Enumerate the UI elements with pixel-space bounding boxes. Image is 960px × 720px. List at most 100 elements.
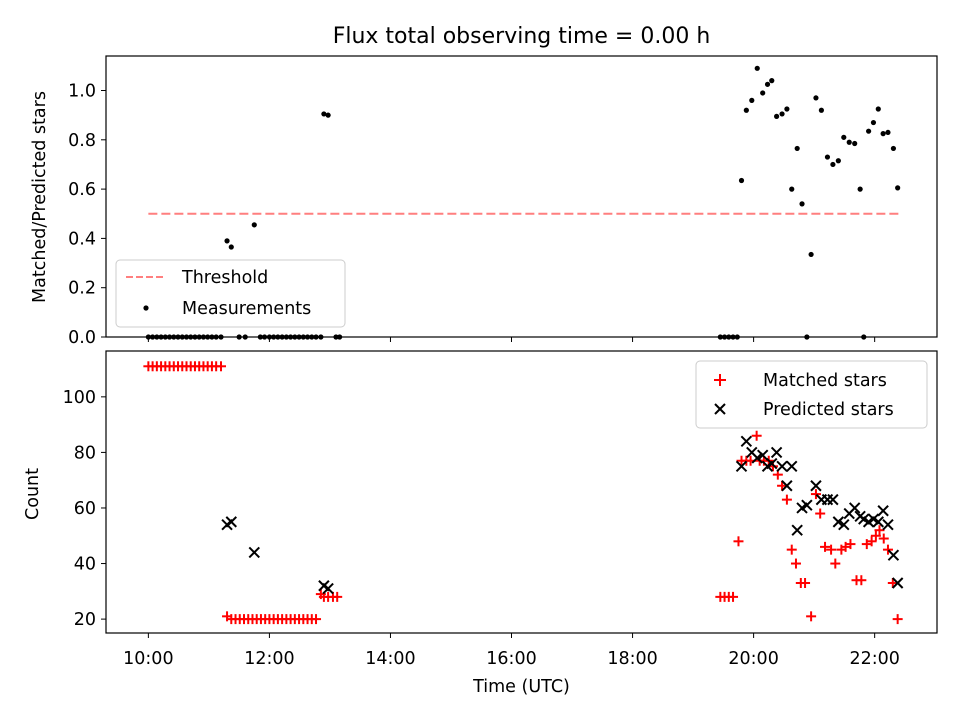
top-y-tick-label: 1.0 xyxy=(68,82,96,102)
measurement-point xyxy=(738,177,745,184)
measurement-point xyxy=(760,90,766,96)
bottom-legend-box xyxy=(695,360,928,429)
matched-point xyxy=(728,591,739,602)
predicted-point xyxy=(887,549,900,561)
measurement-point xyxy=(866,128,872,134)
measurement-point xyxy=(325,112,331,118)
matched-point xyxy=(820,541,831,552)
matched-point xyxy=(815,508,826,519)
matched-point xyxy=(806,611,817,622)
bottom-y-tick-label: 40 xyxy=(74,555,96,575)
predicted-point xyxy=(225,516,237,528)
bottom-plot-frame xyxy=(105,350,938,634)
matched-point xyxy=(882,544,893,555)
predicted-point xyxy=(848,502,861,514)
legend-matched-swatch xyxy=(714,374,726,386)
x-tick-label: 20:00 xyxy=(728,649,778,669)
predicted-point xyxy=(882,518,894,531)
predicted-point xyxy=(838,518,850,531)
x-tick-label: 12:00 xyxy=(244,649,294,669)
top-y-axis-label: Matched/Predicted stars xyxy=(30,91,50,303)
measurement-point xyxy=(885,129,891,136)
measurement-point xyxy=(852,140,858,147)
predicted-point xyxy=(751,452,763,464)
measurement-point xyxy=(784,106,790,112)
measurement-point xyxy=(764,81,771,87)
measurement-point xyxy=(818,107,824,113)
matched-point xyxy=(733,536,744,547)
matched-point xyxy=(856,575,867,586)
predicted-point xyxy=(756,449,769,461)
predicted-point xyxy=(781,480,793,492)
measurement-point xyxy=(857,186,863,192)
top-y-tick-label: 0.0 xyxy=(68,328,96,348)
measurement-point xyxy=(789,186,795,192)
bottom-plot-area xyxy=(143,361,904,625)
measurement-point xyxy=(794,145,800,152)
measurement-point xyxy=(890,145,897,152)
predicted-point xyxy=(810,480,822,492)
legend-measurements-label: Measurements xyxy=(182,299,311,319)
measurement-point xyxy=(743,107,749,113)
top-y-tick-label: 0.8 xyxy=(68,131,96,151)
predicted-point xyxy=(891,577,904,589)
predicted-point xyxy=(322,582,334,595)
predicted-point xyxy=(766,457,778,470)
measurement-point xyxy=(779,111,785,117)
top-y-tick-label: 0.4 xyxy=(68,229,96,249)
matched-point xyxy=(874,525,885,536)
matched-point xyxy=(878,533,889,544)
matched-point xyxy=(786,544,797,555)
measurement-point xyxy=(224,238,230,244)
predicted-point xyxy=(791,524,803,536)
matched-point xyxy=(892,614,903,625)
predicted-point xyxy=(770,446,783,459)
x-tick-label: 14:00 xyxy=(365,649,415,669)
matched-point xyxy=(790,558,801,569)
predicted-point xyxy=(735,460,748,473)
matched-point xyxy=(332,591,343,602)
legend-matched-label: Matched stars xyxy=(763,371,887,391)
matched-point xyxy=(830,558,841,569)
matched-point xyxy=(781,494,792,505)
bottom-y-tick-label: 60 xyxy=(74,499,96,519)
measurement-point xyxy=(835,158,841,164)
measurement-point xyxy=(824,154,831,160)
legend-threshold-label: Threshold xyxy=(181,268,268,288)
measurement-point xyxy=(769,78,775,84)
measurement-point xyxy=(321,111,327,117)
measurement-point xyxy=(799,201,805,207)
matched-point xyxy=(751,430,762,441)
measurement-point xyxy=(749,97,755,103)
matched-point xyxy=(777,480,788,491)
measurement-point xyxy=(228,244,234,250)
legend-predicted-swatch xyxy=(714,403,726,415)
measurement-point xyxy=(813,95,819,101)
matched-point xyxy=(845,539,856,550)
top-legend-box xyxy=(115,259,346,328)
measurement-point xyxy=(870,119,877,126)
x-tick-label: 10:00 xyxy=(123,649,173,669)
top-legend: Threshold Measurements xyxy=(115,259,346,328)
measurement-point xyxy=(754,65,760,71)
bottom-y-tick-label: 20 xyxy=(74,610,96,630)
predicted-point xyxy=(827,493,839,506)
x-axis-label: Time (UTC) xyxy=(472,677,570,697)
predicted-point xyxy=(872,516,884,528)
measurement-point xyxy=(875,106,881,112)
measurement-point xyxy=(830,161,836,168)
bottom-y-tick-label: 100 xyxy=(63,388,96,408)
measurement-point xyxy=(895,185,901,191)
predicted-point xyxy=(786,460,798,473)
top-y-tick-label: 0.6 xyxy=(68,180,96,200)
predicted-point xyxy=(877,505,889,517)
matched-point xyxy=(311,614,322,625)
legend-measurements-swatch xyxy=(143,305,149,311)
matched-point xyxy=(826,544,837,555)
predicted-point xyxy=(801,499,813,511)
matched-point xyxy=(800,577,811,588)
measurement-point xyxy=(808,251,814,258)
top-y-tick-label: 0.2 xyxy=(68,279,96,299)
